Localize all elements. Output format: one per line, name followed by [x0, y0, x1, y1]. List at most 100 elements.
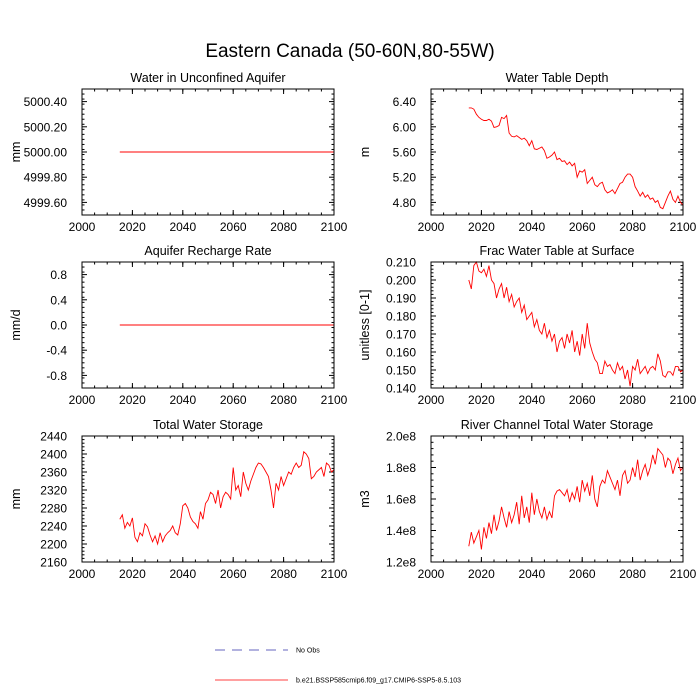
x-tick-label: 2080	[619, 393, 646, 407]
x-tick-label: 2000	[418, 567, 445, 581]
x-tick-label: 2040	[169, 567, 196, 581]
y-tick-label: 1.2e8	[386, 556, 416, 570]
y-tick-label: 0.190	[386, 292, 416, 306]
panels: Water in Unconfined Aquifer mm 2000 2020 204…	[9, 71, 697, 581]
series-line	[468, 107, 684, 210]
y-tick-label: 0.140	[386, 382, 416, 396]
x-tick-label: 2000	[69, 220, 96, 234]
legend: No Obs b.e21.BSSP585cmip6.f09_g17.CMIP6-…	[215, 648, 461, 685]
figure-title: Eastern Canada (50-60N,80-55W)	[205, 41, 494, 62]
x-tick-label: 2060	[220, 220, 247, 234]
chart-panel-4: Frac Water Table at Surface unitless [0-1…	[358, 244, 697, 407]
y-tick-label: 2440	[40, 430, 67, 444]
panel-title: Water in Unconfined Aquifer	[130, 71, 285, 85]
x-tick-label: 2040	[518, 567, 545, 581]
x-tick-label: 2060	[220, 567, 247, 581]
y-tick-label: 0.4	[50, 293, 67, 307]
y-tick-label: 2320	[40, 484, 67, 498]
y-tick-label: 0.160	[386, 346, 416, 360]
legend-label-no-obs: No Obs	[296, 648, 320, 655]
y-tick-label: 1.6e8	[386, 493, 416, 507]
x-tick-label: 2000	[69, 567, 96, 581]
x-tick-label: 2040	[518, 393, 545, 407]
y-axis-label: mm/d	[9, 309, 23, 340]
y-tick-label: 6.00	[393, 120, 417, 134]
x-tick-label: 2100	[321, 220, 348, 234]
y-tick-label: 0.0	[50, 319, 67, 333]
plot-frame	[430, 261, 684, 389]
x-tick-label: 2100	[321, 567, 348, 581]
y-tick-label: 2200	[40, 538, 67, 552]
x-tick-label: 2000	[418, 393, 445, 407]
y-tick-label: 2240	[40, 520, 67, 534]
x-tick-label: 2060	[569, 567, 596, 581]
y-tick-label: 2160	[40, 556, 67, 570]
y-tick-label: 1.4e8	[386, 524, 416, 538]
y-tick-label: 4.80	[393, 196, 417, 210]
x-tick-label: 2080	[619, 567, 646, 581]
x-tick-label: 2020	[468, 567, 495, 581]
x-tick-label: 2100	[670, 393, 697, 407]
x-tick-label: 2040	[169, 220, 196, 234]
y-tick-label: 5000.40	[24, 95, 68, 109]
x-tick-label: 2020	[119, 393, 146, 407]
y-tick-label: 0.210	[386, 256, 416, 270]
panel-title: River Channel Total Water Storage	[461, 418, 654, 432]
y-tick-label: 4999.80	[24, 171, 68, 185]
y-tick-label: 2280	[40, 502, 67, 516]
x-tick-label: 2080	[270, 393, 297, 407]
y-tick-label: 2360	[40, 466, 67, 480]
y-tick-label: 2.0e8	[386, 430, 416, 444]
x-tick-label: 2100	[670, 567, 697, 581]
series-line	[468, 447, 684, 550]
y-axis-label: m	[358, 147, 372, 157]
x-tick-label: 2020	[119, 567, 146, 581]
panel-title: Frac Water Table at Surface	[480, 244, 635, 258]
panel-title: Aquifer Recharge Rate	[144, 244, 271, 258]
x-tick-label: 2100	[670, 220, 697, 234]
chart-panel-3: Aquifer Recharge Rate mm/d 2000 2020 2040 206…	[9, 244, 348, 407]
chart-panel-2: Water Table Depth m 2000 2020 2040 2060 2080 21…	[358, 71, 697, 234]
y-tick-label: 5000.20	[24, 120, 68, 134]
chart-panel-5: Total Water Storage mm 2000 2020 2040 2060 208…	[9, 418, 348, 581]
x-tick-label: 2060	[569, 393, 596, 407]
y-tick-label: 0.200	[386, 274, 416, 288]
y-tick-label: -0.4	[46, 344, 67, 358]
x-tick-label: 2080	[270, 567, 297, 581]
y-tick-label: 5.20	[393, 171, 417, 185]
plot-frame	[430, 435, 684, 563]
y-tick-label: -0.8	[46, 369, 67, 383]
x-tick-label: 2020	[468, 220, 495, 234]
y-tick-label: 0.150	[386, 364, 416, 378]
panel-title: Total Water Storage	[153, 418, 263, 432]
x-tick-label: 2000	[418, 220, 445, 234]
x-tick-label: 2000	[69, 393, 96, 407]
y-tick-label: 0.180	[386, 310, 416, 324]
y-tick-label: 1.8e8	[386, 461, 416, 475]
plot-frame	[81, 261, 335, 389]
y-tick-label: 0.8	[50, 268, 67, 282]
y-tick-label: 0.170	[386, 328, 416, 342]
chart-panel-1: Water in Unconfined Aquifer mm 2000 2020 204…	[9, 71, 348, 234]
x-tick-label: 2060	[569, 220, 596, 234]
y-tick-label: 4999.60	[24, 196, 68, 210]
series-line	[119, 450, 335, 546]
x-tick-label: 2080	[270, 220, 297, 234]
x-tick-label: 2060	[220, 393, 247, 407]
x-tick-label: 2100	[321, 393, 348, 407]
y-axis-label: mm	[9, 489, 23, 510]
x-tick-label: 2020	[468, 393, 495, 407]
y-axis-label: m3	[358, 490, 372, 507]
plot-frame	[81, 435, 335, 563]
panel-title: Water Table Depth	[506, 71, 609, 85]
y-tick-label: 5000.00	[24, 146, 68, 160]
x-tick-label: 2040	[169, 393, 196, 407]
series-line	[468, 260, 684, 387]
y-axis-label: mm	[9, 142, 23, 163]
x-tick-label: 2020	[119, 220, 146, 234]
legend-label-model: b.e21.BSSP585cmip6.f09_g17.CMIP6-SSP5-8.…	[296, 678, 461, 685]
y-axis-label: unitless [0-1]	[358, 290, 372, 361]
plot-frame	[430, 88, 684, 216]
y-tick-label: 2400	[40, 448, 67, 462]
